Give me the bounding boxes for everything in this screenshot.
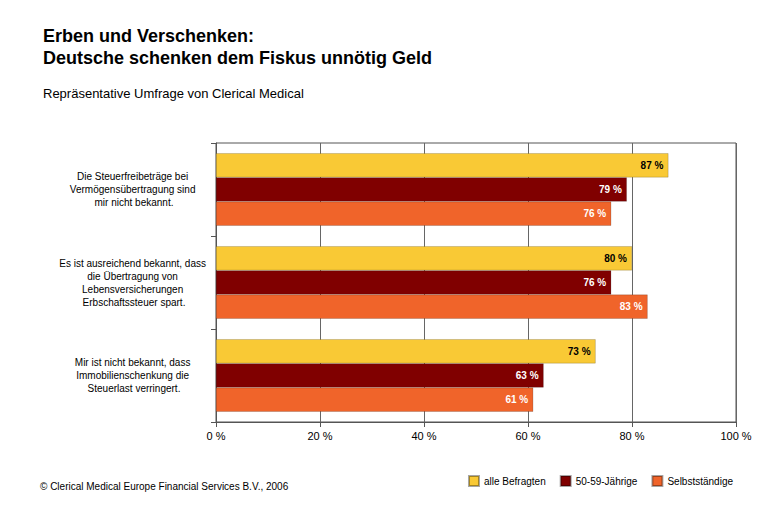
- svg-text:Die Steuerfreibeträge bei: Die Steuerfreibeträge bei: [77, 171, 191, 182]
- svg-text:Selbstständige: Selbstständige: [667, 476, 733, 487]
- svg-text:Es ist ausreichend bekannt, da: Es ist ausreichend bekannt, dass: [59, 258, 209, 269]
- svg-text:Erben und Verschenken:: Erben und Verschenken:: [43, 26, 254, 46]
- svg-text:76 %: 76 %: [583, 208, 606, 219]
- svg-text:Deutsche schenken dem Fiskus u: Deutsche schenken dem Fiskus unnötig Gel…: [43, 48, 432, 68]
- svg-text:63 %: 63 %: [516, 370, 539, 381]
- svg-text:Steuerlast verringert.: Steuerlast verringert.: [88, 383, 181, 394]
- svg-text:40 %: 40 %: [411, 430, 436, 442]
- svg-text:alle Befragten: alle Befragten: [484, 476, 546, 487]
- svg-text:20 %: 20 %: [307, 430, 332, 442]
- svg-text:76 %: 76 %: [583, 277, 606, 288]
- svg-text:80 %: 80 %: [619, 430, 644, 442]
- svg-text:50-59-Jährige: 50-59-Jährige: [576, 476, 638, 487]
- svg-text:87 %: 87 %: [641, 160, 664, 171]
- svg-text:0 %: 0 %: [207, 430, 226, 442]
- svg-text:61 %: 61 %: [505, 394, 528, 405]
- svg-text:73 %: 73 %: [568, 346, 591, 357]
- svg-text:Erbschaftssteuer spart.: Erbschaftssteuer spart.: [83, 297, 186, 308]
- svg-text:79 %: 79 %: [599, 184, 622, 195]
- svg-text:80 %: 80 %: [604, 253, 627, 264]
- svg-text:die Übertragung von: die Übertragung von: [87, 271, 180, 282]
- svg-text:Repräsentative Umfrage von Cle: Repräsentative Umfrage von Clerical Medi…: [43, 86, 304, 101]
- svg-text:60 %: 60 %: [515, 430, 540, 442]
- svg-text:100 %: 100 %: [720, 430, 751, 442]
- svg-text:83 %: 83 %: [620, 301, 643, 312]
- svg-text:Mir ist nicht bekannt, dass: Mir ist nicht bekannt, dass: [75, 357, 193, 368]
- svg-text:Lebensversicherungen: Lebensversicherungen: [82, 284, 186, 295]
- svg-text:© Clerical Medical Europe Fina: © Clerical Medical Europe Financial Serv…: [40, 481, 289, 492]
- svg-text:mir nicht bekannt.: mir nicht bekannt.: [95, 197, 174, 208]
- svg-text:Vermögensübertragung sind: Vermögensübertragung sind: [70, 184, 198, 195]
- svg-text:Immobilienschenkung die: Immobilienschenkung die: [76, 370, 192, 381]
